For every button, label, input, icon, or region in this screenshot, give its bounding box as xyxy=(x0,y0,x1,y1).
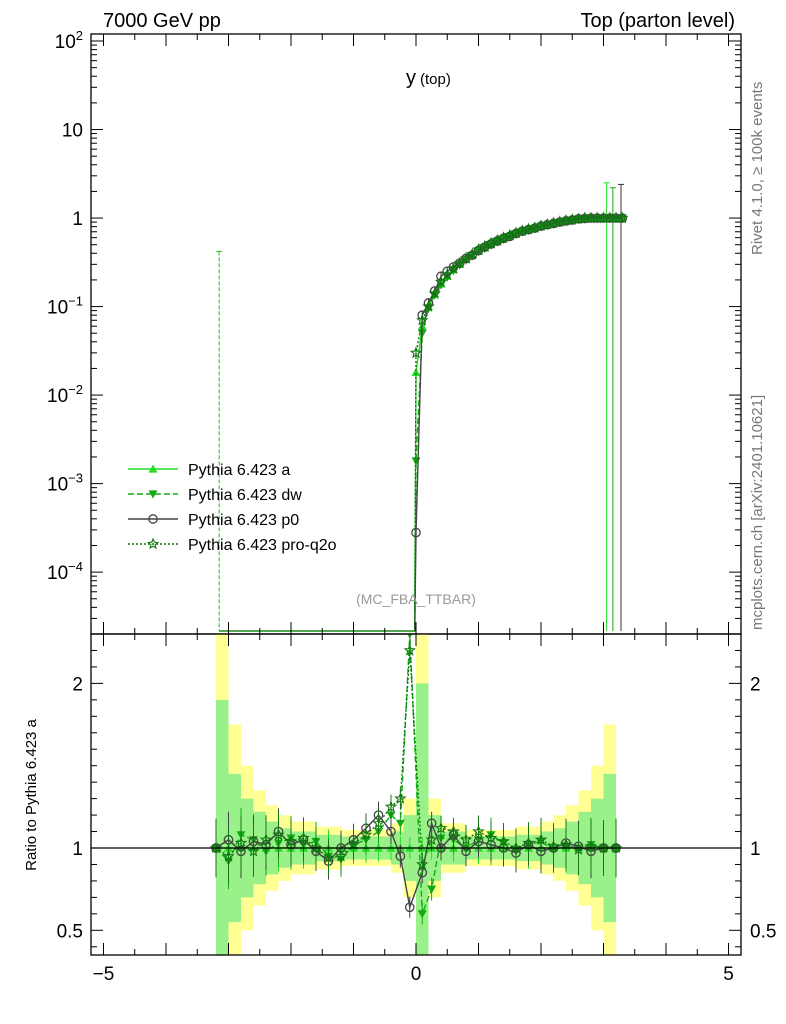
ratio-point xyxy=(407,634,413,639)
data-point xyxy=(566,213,579,225)
ratio-line-3 xyxy=(215,650,616,865)
ratio-point xyxy=(284,834,298,847)
ratio-series-3 xyxy=(209,639,623,885)
ratio-point xyxy=(322,851,335,864)
data-point xyxy=(572,212,585,225)
legend: Pythia 6.423 a Pythia 6.423 dw Pythia 6.42… xyxy=(128,462,337,554)
ratio-point xyxy=(534,833,548,845)
data-point xyxy=(616,211,629,224)
data-point xyxy=(428,287,441,299)
legend-label: Pythia 6.423 pro-q2o xyxy=(188,537,337,554)
ratio-point xyxy=(447,824,460,837)
data-point xyxy=(416,313,429,326)
ratio-panel: 0.5 0.5 1 1 2 2 −5 0 5 Ratio to Pythia 6.423 a xyxy=(23,633,776,985)
ratio-y-tick-label: 0.5 xyxy=(57,921,83,942)
ratio-ylabel: Ratio to Pythia 6.423 a xyxy=(23,718,40,870)
series-2 xyxy=(411,213,628,632)
series-1 xyxy=(411,214,627,632)
ratio-point xyxy=(372,816,385,829)
data-point xyxy=(409,346,423,359)
ratio-point xyxy=(497,834,510,847)
series-3 xyxy=(409,211,629,632)
y-tick-label: 102 xyxy=(55,28,83,53)
data-point xyxy=(411,527,421,538)
ratio-point xyxy=(597,841,610,854)
mcplots-label: mcplots.cern.ch [arXiv:2401.10621] xyxy=(749,395,766,630)
ratio-point xyxy=(395,851,406,862)
ratio-y-tick-label-right: 0.5 xyxy=(750,921,776,942)
ratio-point xyxy=(416,857,429,870)
ratio-point xyxy=(386,826,396,837)
x-tick-label: 0 xyxy=(411,964,422,985)
plot-title-sub: (top) xyxy=(420,71,451,88)
ratio-point xyxy=(297,831,310,844)
x-tick-label: −5 xyxy=(93,964,115,985)
legend-marker xyxy=(148,490,158,499)
header-right: Top (parton level) xyxy=(580,10,735,32)
y-tick-label: 10−1 xyxy=(47,294,83,319)
rivet-version-label: Rivet 4.1.0, ≥ 100k events xyxy=(749,82,766,255)
analysis-tag: (MC_FBA_TTBAR) xyxy=(356,591,476,607)
data-point xyxy=(422,300,435,312)
ratio-point xyxy=(609,841,623,854)
ratio-point xyxy=(309,841,323,854)
y-tick-label: 10−2 xyxy=(47,382,83,407)
data-point xyxy=(441,267,454,280)
main-panel: 10−4 10−3 10−2 10−1 1 10 102 y (top) (MC_FBA_T… xyxy=(47,28,742,635)
data-point xyxy=(559,213,573,226)
ratio-y-tick-label-right: 1 xyxy=(750,839,761,860)
y-tick-label: 10 xyxy=(62,121,83,142)
ratio-point xyxy=(417,910,427,919)
ratio-point xyxy=(234,836,248,849)
legend-label: Pythia 6.423 dw xyxy=(188,487,302,504)
ratio-point xyxy=(484,831,498,844)
ratio-point xyxy=(459,833,473,845)
header-left: 7000 GeV pp xyxy=(103,10,221,32)
y-tick-label: 10−3 xyxy=(47,471,83,496)
ratio-point xyxy=(427,885,437,894)
ratio-line-1 xyxy=(215,634,616,915)
x-tick-label: 5 xyxy=(723,964,734,985)
ratio-point xyxy=(384,800,398,813)
y-tick-label: 1 xyxy=(72,209,83,230)
ratio-point xyxy=(403,643,416,656)
legend-marker xyxy=(146,537,160,550)
legend-marker xyxy=(148,464,158,473)
legend-label: Pythia 6.423 a xyxy=(188,462,290,479)
ratio-point xyxy=(426,818,437,829)
ratio-point xyxy=(247,844,260,857)
ratio-point xyxy=(395,819,405,828)
ratio-point xyxy=(425,833,438,845)
series-0 xyxy=(411,213,627,632)
ratio-point xyxy=(259,833,273,845)
ratio-point xyxy=(522,836,535,849)
ratio-point xyxy=(347,838,360,851)
legend-label: Pythia 6.423 p0 xyxy=(188,512,299,529)
ratio-point xyxy=(434,821,448,834)
data-point xyxy=(411,367,421,377)
plot-title: y xyxy=(406,67,416,89)
ratio-point xyxy=(334,849,348,862)
ratio-point xyxy=(394,792,407,804)
ratio-point xyxy=(359,828,373,841)
ratio-y-tick-label: 1 xyxy=(72,839,83,860)
ratio-point xyxy=(559,838,573,851)
ratio-point xyxy=(404,902,415,913)
uncertainty-band-green xyxy=(216,683,616,955)
y-tick-label: 10−4 xyxy=(47,559,83,584)
ratio-point xyxy=(209,841,223,854)
ratio-point xyxy=(272,828,285,841)
ratio-y-tick-label-right: 2 xyxy=(750,674,761,695)
ratio-point xyxy=(472,824,485,837)
ratio-point xyxy=(222,849,235,862)
data-point xyxy=(434,275,448,288)
legend-marker xyxy=(148,514,158,524)
ratio-y-tick-label: 2 xyxy=(72,674,83,695)
ratio-point xyxy=(509,841,523,854)
